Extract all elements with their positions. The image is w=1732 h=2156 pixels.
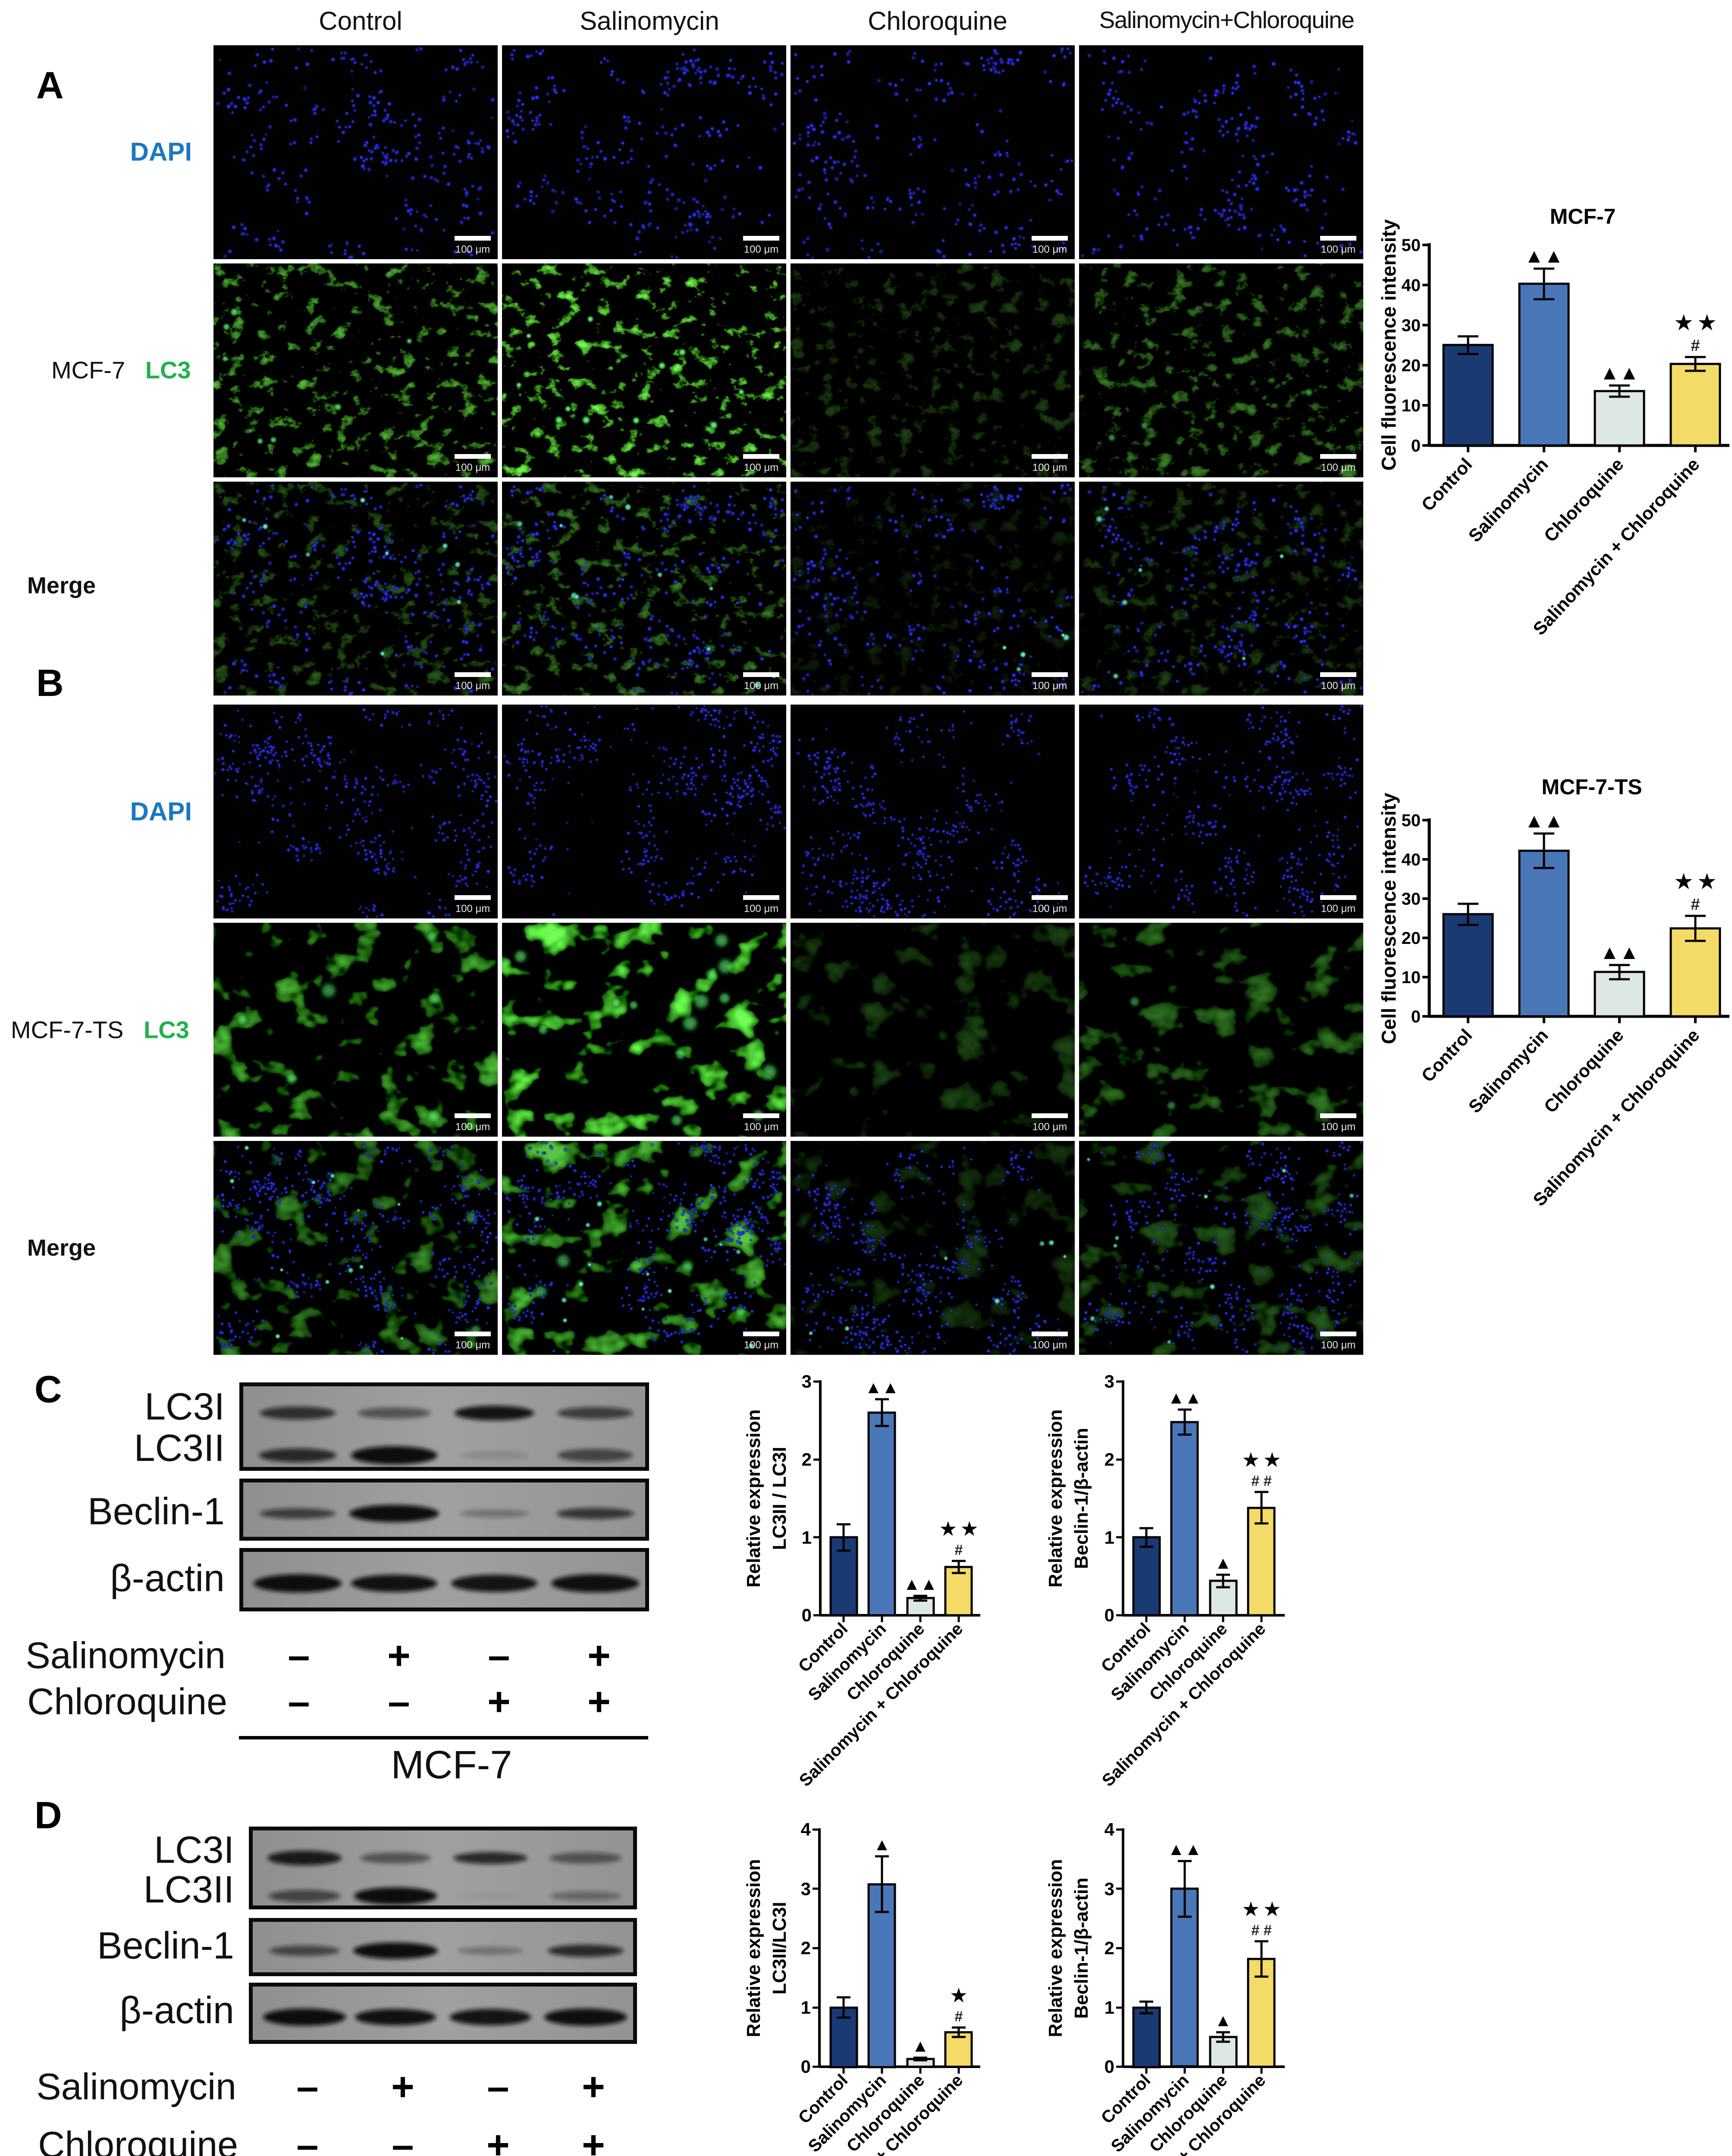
svg-text:100 μm: 100 μm [1321, 462, 1356, 473]
svg-text:100 μm: 100 μm [455, 1339, 490, 1351]
svg-text:100 μm: 100 μm [455, 1121, 490, 1133]
svg-text:100 μm: 100 μm [744, 680, 779, 692]
svg-text:100 μm: 100 μm [744, 903, 779, 915]
svg-text:100 μm: 100 μm [455, 680, 490, 692]
svg-text:100 μm: 100 μm [455, 903, 490, 915]
svg-text:100 μm: 100 μm [744, 462, 779, 473]
svg-text:100 μm: 100 μm [455, 462, 490, 473]
svg-text:100 μm: 100 μm [744, 1121, 779, 1133]
svg-text:100 μm: 100 μm [1032, 903, 1067, 915]
svg-text:100 μm: 100 μm [1321, 680, 1356, 692]
svg-text:100 μm: 100 μm [1032, 1121, 1067, 1133]
svg-text:100 μm: 100 μm [744, 1339, 779, 1351]
svg-text:100 μm: 100 μm [1321, 244, 1356, 255]
svg-text:100 μm: 100 μm [1032, 244, 1067, 255]
svg-text:100 μm: 100 μm [1032, 462, 1067, 473]
svg-text:100 μm: 100 μm [744, 244, 779, 255]
svg-text:100 μm: 100 μm [455, 244, 490, 255]
svg-text:100 μm: 100 μm [1032, 680, 1067, 692]
